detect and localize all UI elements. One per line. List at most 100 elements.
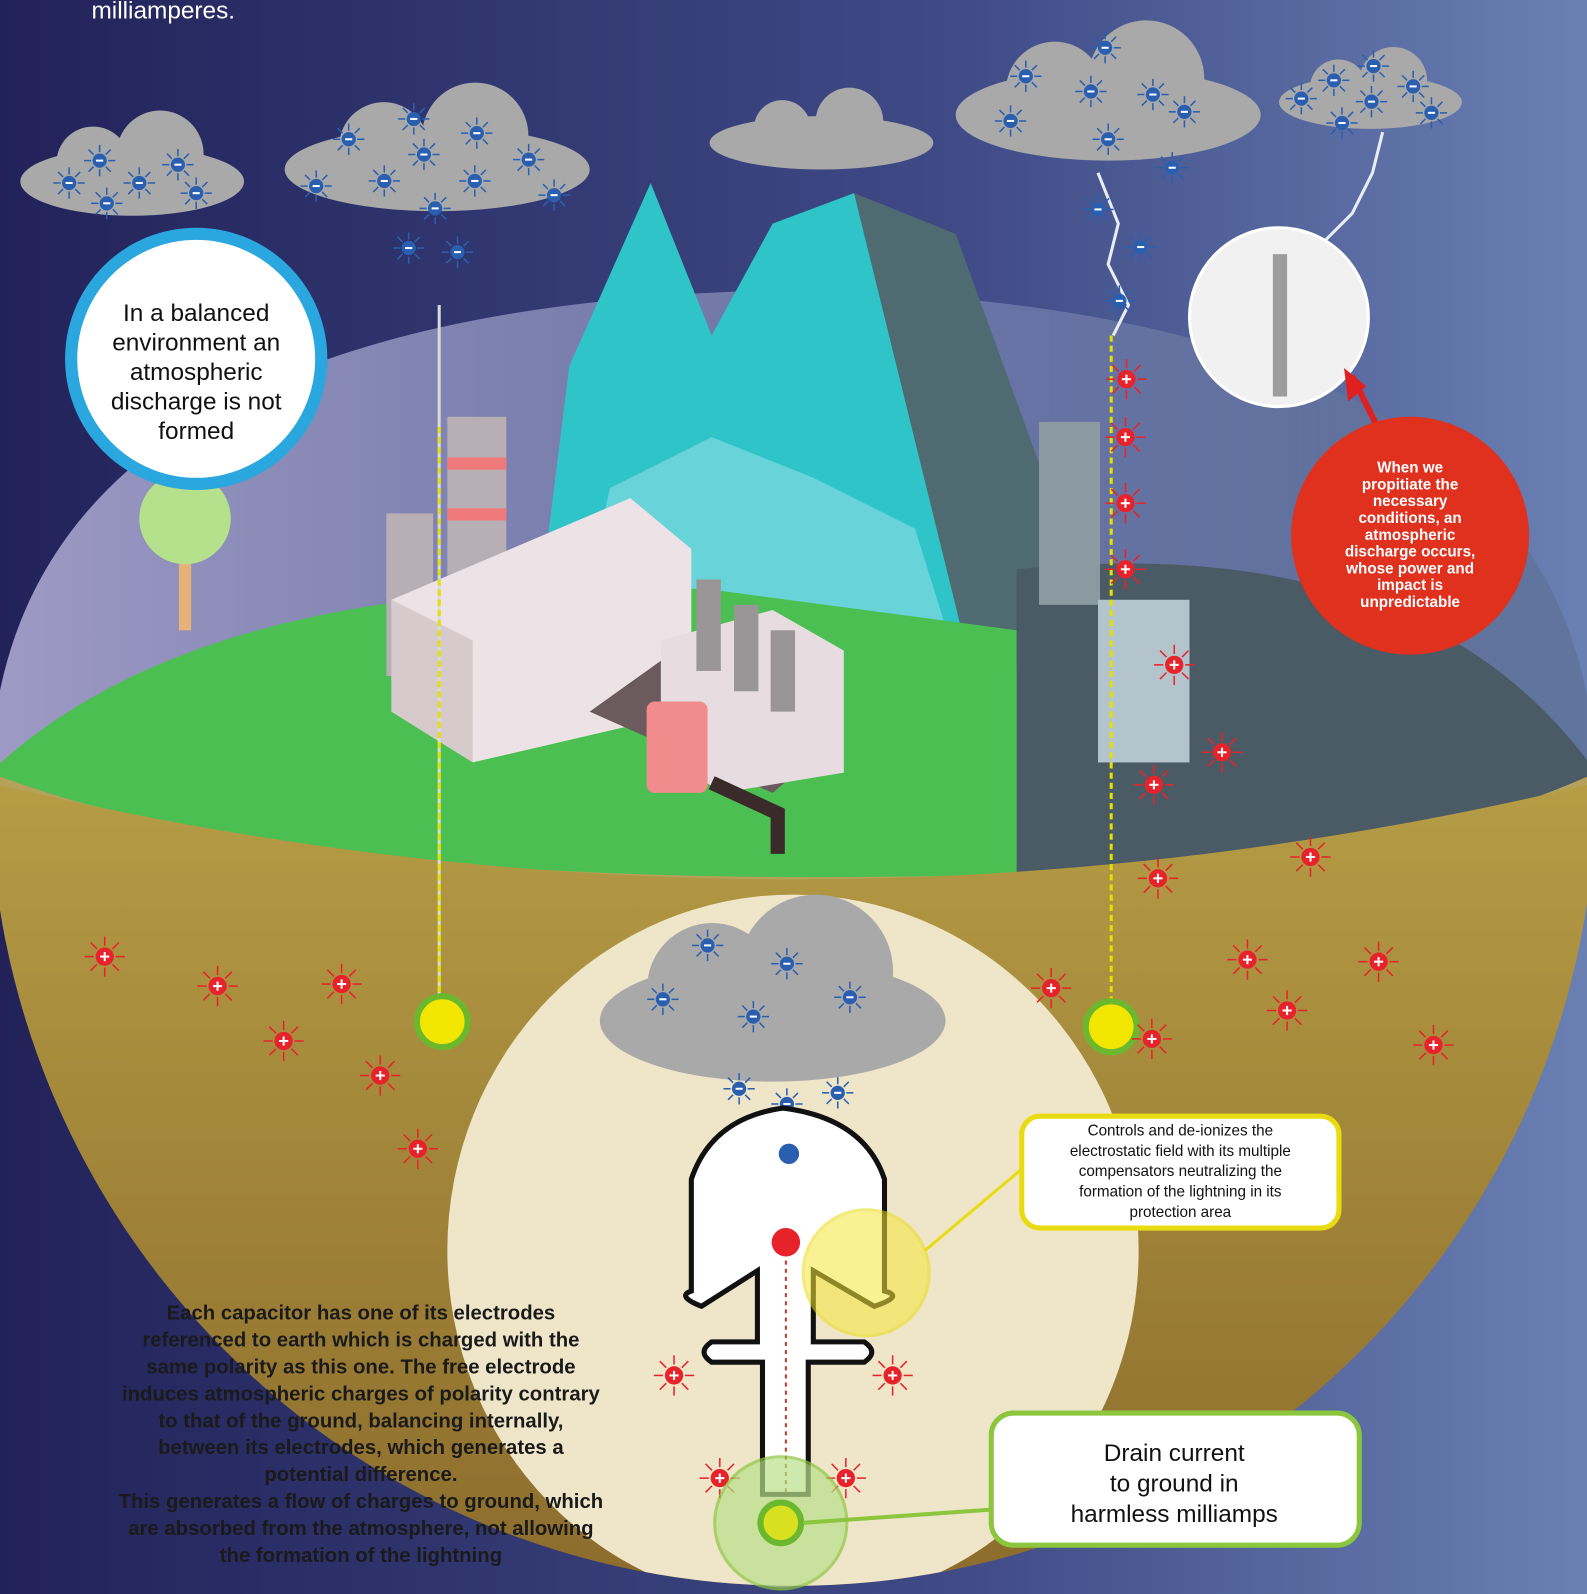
negative-charge: [1358, 50, 1389, 81]
positive-charge: [872, 1355, 912, 1395]
discharge-callout-text: atmospheric: [1365, 527, 1456, 544]
positive-charge: [654, 1355, 694, 1395]
ground-node: [760, 1503, 801, 1544]
negative-charge: [822, 1077, 853, 1108]
cloud-puff: [754, 100, 811, 157]
negative-charge: [1089, 32, 1120, 63]
negative-charge: [91, 188, 122, 219]
discharge-callout-text: propitiate the: [1362, 476, 1459, 493]
control-callout-text: formation of the lightning in its: [1079, 1184, 1282, 1201]
capacitor-text: Each capacitor has one of its electrodes: [167, 1303, 556, 1325]
control-callout-text: Controls and de-ionizes the: [1088, 1123, 1273, 1140]
discharge-callout-text: impact is: [1377, 577, 1443, 594]
header-text: milliamperes.: [91, 0, 235, 24]
capacitor-text: same polarity as this one. The free elec…: [146, 1356, 575, 1378]
negative-charge: [538, 180, 569, 211]
positive-charge: [1413, 1025, 1453, 1065]
drain-callout-text: to ground in: [1110, 1470, 1239, 1497]
positive-charge: [264, 1021, 304, 1061]
negative-charge: [738, 1001, 769, 1032]
positive-charge: [360, 1055, 400, 1095]
negative-charge: [1137, 79, 1168, 110]
negative-charge: [771, 948, 802, 979]
negative-charge: [53, 167, 84, 198]
negative-charge: [1082, 194, 1113, 225]
negative-charge: [1075, 76, 1106, 107]
positive-charge: [1132, 1019, 1172, 1059]
cloud-puff: [816, 88, 884, 156]
drain-callout-text: harmless milliamps: [1071, 1501, 1278, 1528]
negative-charge: [181, 177, 212, 208]
discharge-callout-text: whose power and: [1345, 560, 1474, 577]
negative-charge: [124, 167, 155, 198]
discharge-callout-text: When we: [1377, 460, 1443, 477]
ground-node: [417, 996, 468, 1047]
negative-charge: [1104, 285, 1135, 316]
positive-charge: [1106, 359, 1146, 399]
discharge-callout-text: discharge occurs,: [1345, 544, 1475, 561]
negative-charge: [408, 139, 439, 170]
positive-charge: [1358, 942, 1398, 982]
negative-charge: [1397, 71, 1428, 102]
negative-charge: [692, 930, 723, 961]
negative-charge: [398, 103, 429, 134]
balanced-callout-text: atmospheric: [130, 359, 263, 386]
positive-charge: [1154, 645, 1194, 685]
positive-charge: [85, 936, 125, 976]
capacitor-text: the formation of the lightning: [220, 1545, 502, 1567]
negative-charge: [1169, 96, 1200, 127]
negative-charge: [1416, 97, 1447, 128]
negative-charge: [1010, 61, 1041, 92]
control-callout-text: electrostatic field with its multiple: [1070, 1143, 1291, 1160]
negative-charge: [1092, 124, 1123, 155]
positive-charge: [1202, 732, 1242, 772]
positive-charge: [1267, 990, 1307, 1030]
drain-callout-text: Drain current: [1104, 1440, 1245, 1467]
negative-charge: [513, 144, 544, 175]
negative-charge: [1356, 86, 1387, 117]
negative-charge: [647, 984, 678, 1015]
zoom-rod: [1273, 254, 1287, 396]
negative-charge: [1157, 152, 1188, 183]
negative-charge: [369, 165, 400, 196]
negative-charge: [84, 145, 115, 176]
negative-charge: [1125, 231, 1156, 262]
capacitor-text: referenced to earth which is charged wit…: [142, 1329, 579, 1351]
negative-charge: [162, 149, 193, 180]
page: milliamperes. In a balanced environment a…: [0, 0, 1587, 1594]
positive-charge: [1105, 483, 1145, 523]
illustration: milliamperes. In a balanced environment a…: [0, 0, 1587, 1594]
negative-charge: [1286, 83, 1317, 114]
positive-charge: [1105, 549, 1145, 589]
balanced-callout-text: environment an: [112, 330, 280, 357]
cloud-puff: [117, 111, 204, 198]
discharge-callout-text: conditions, an: [1358, 510, 1461, 527]
negative-charge: [301, 170, 332, 201]
positive-charge: [321, 964, 361, 1004]
negative-charge: [723, 1073, 754, 1104]
capacitor-text: induces atmospheric charges of polarity …: [122, 1383, 601, 1405]
ground-node: [1086, 1001, 1137, 1052]
capacitor-text: are absorbed from the atmosphere, not al…: [128, 1518, 593, 1540]
positive-charge: [197, 966, 237, 1006]
positive-charge: [398, 1129, 438, 1169]
balanced-callout-text: discharge is not: [111, 389, 282, 416]
negative-charge: [419, 193, 450, 224]
capacitor-text: between its electrodes, which generates …: [158, 1437, 564, 1459]
positive-charge: [1138, 858, 1178, 898]
positive-charge: [1290, 837, 1330, 877]
negative-charge: [393, 232, 424, 263]
negative-charge: [1326, 107, 1357, 138]
negative-charge: [834, 982, 865, 1013]
discharge-callout-text: necessary: [1373, 493, 1448, 510]
control-callout-text: protection area: [1130, 1204, 1232, 1221]
highlight: [803, 1210, 929, 1336]
capacitor-text: This generates a flow of charges to grou…: [119, 1491, 604, 1513]
capacitor-text: to that of the ground, balancing interna…: [158, 1410, 563, 1432]
positive-charge: [1105, 417, 1145, 457]
balanced-callout-text: In a balanced: [123, 300, 269, 327]
balanced-callout-text: formed: [158, 418, 234, 445]
cloud-puff: [1310, 59, 1367, 116]
negative-charge: [442, 236, 473, 267]
control-callout-text: compensators neutralizing the: [1079, 1163, 1282, 1180]
